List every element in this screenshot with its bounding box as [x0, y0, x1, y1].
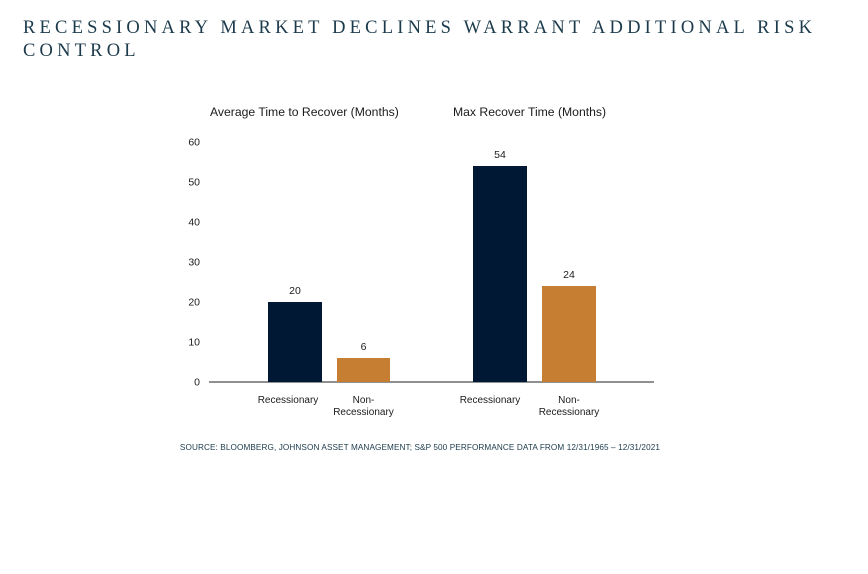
- y-tick-label: 50: [188, 177, 200, 189]
- x-tick-label: Recessionary: [258, 395, 319, 406]
- y-tick-label: 30: [188, 257, 200, 269]
- group-title: Max Recover Time (Months): [453, 105, 606, 119]
- bar: [337, 358, 390, 382]
- x-tick-label: Recessionary: [460, 395, 521, 406]
- source-note: SOURCE: BLOOMBERG, JOHNSON ASSET MANAGEM…: [179, 443, 661, 452]
- data-label: 24: [563, 269, 575, 281]
- y-tick-label: 10: [188, 337, 200, 349]
- data-label: 6: [361, 341, 367, 353]
- y-tick-label: 0: [194, 377, 200, 389]
- x-tick-label: Non-: [558, 395, 580, 406]
- x-tick-label: Recessionary: [539, 407, 600, 418]
- data-label: 54: [494, 149, 506, 161]
- y-tick-label: 20: [188, 297, 200, 309]
- y-tick-label: 60: [188, 137, 200, 149]
- y-tick-label: 40: [188, 217, 200, 229]
- x-tick-label: Recessionary: [333, 407, 394, 418]
- bar: [473, 166, 527, 382]
- data-label: 20: [289, 285, 301, 297]
- x-tick-label: Non-: [353, 395, 375, 406]
- bar: [268, 302, 322, 382]
- bar: [542, 286, 596, 382]
- group-title: Average Time to Recover (Months): [210, 105, 399, 119]
- page-title: RECESSIONARY MARKET DECLINES WARRANT ADD…: [23, 18, 817, 61]
